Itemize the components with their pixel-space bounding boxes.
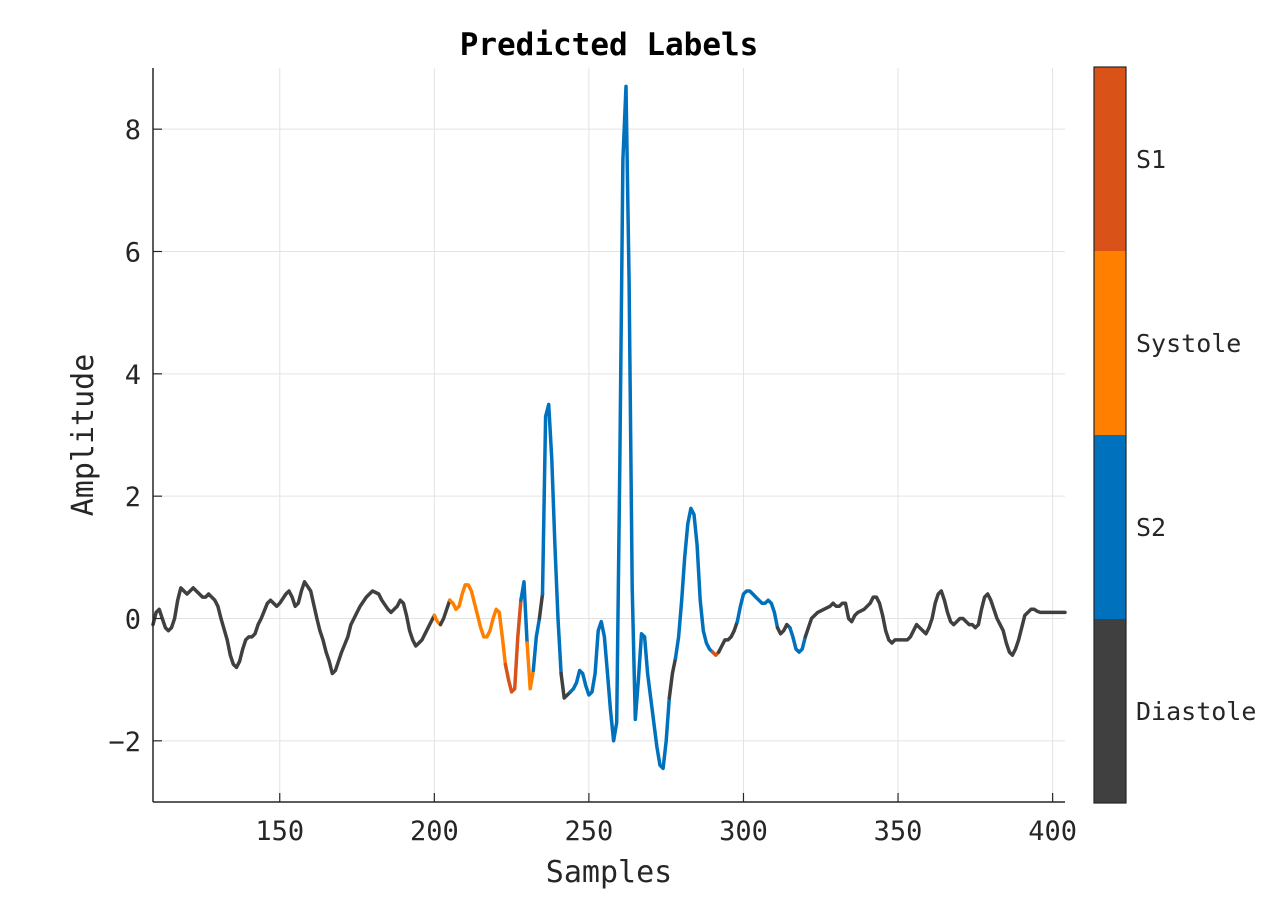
y-tick-label: 2	[125, 482, 141, 513]
series-segment-diastole	[151, 580, 437, 676]
y-tick-label: 8	[125, 115, 141, 146]
y-tick-label: 4	[125, 360, 141, 391]
colorbar-label-s1: S1	[1136, 145, 1166, 174]
y-tick-label: 6	[125, 238, 141, 269]
series-segment-s2	[568, 84, 672, 771]
tick-labels: 150 200 250 300 350 400 −2 0 2 4 6 8	[108, 115, 1077, 847]
series-segment-s2	[519, 580, 529, 645]
series-segment-systole	[448, 583, 508, 667]
signal-series	[151, 84, 1067, 771]
series-segment-diastole	[667, 656, 678, 700]
colorbar-swatch-s1	[1094, 67, 1126, 251]
series-segment-diastole	[537, 592, 545, 621]
series-segment-s1	[503, 598, 523, 694]
colorbar: S1 Systole S2 Diastole	[1093, 66, 1256, 804]
x-tick-label: 150	[255, 816, 304, 847]
series-segment-s2	[735, 589, 780, 630]
colorbar-label-s2: S2	[1136, 513, 1166, 542]
series-segment-s2	[673, 506, 715, 661]
series-segment-diastole	[803, 589, 1067, 657]
x-tick-label: 400	[1028, 816, 1077, 847]
colorbar-swatch-systole	[1094, 251, 1126, 435]
series-segment-diastole	[716, 619, 740, 654]
colorbar-frame	[1093, 66, 1127, 804]
grid-lines	[153, 68, 1065, 802]
series-segment-s2	[540, 402, 563, 676]
axes	[152, 68, 1065, 803]
colorbar-label-systole: Systole	[1136, 329, 1241, 358]
colorbar-label-diastole: Diastole	[1136, 697, 1256, 726]
series-segment-diastole	[559, 671, 573, 700]
series-segment-diastole	[775, 622, 792, 636]
series-segment-diastole	[438, 598, 452, 627]
colorbar-swatch-s2	[1094, 435, 1126, 619]
x-tick-label: 300	[719, 816, 768, 847]
colorbar-swatch-diastole	[1094, 619, 1126, 803]
x-tick-label: 200	[410, 816, 459, 847]
x-tick-label: 250	[565, 816, 614, 847]
y-tick-label: −2	[108, 727, 141, 758]
series-segment-s2	[531, 616, 542, 673]
y-tick-label: 0	[125, 605, 141, 636]
x-axis-label: Samples	[546, 855, 672, 890]
chart-title: Predicted Labels	[460, 27, 759, 63]
x-tick-label: 350	[874, 816, 923, 847]
series-segment-s2	[788, 625, 808, 654]
series-segment-systole	[525, 641, 536, 691]
y-axis-label: Amplitude	[66, 354, 101, 517]
